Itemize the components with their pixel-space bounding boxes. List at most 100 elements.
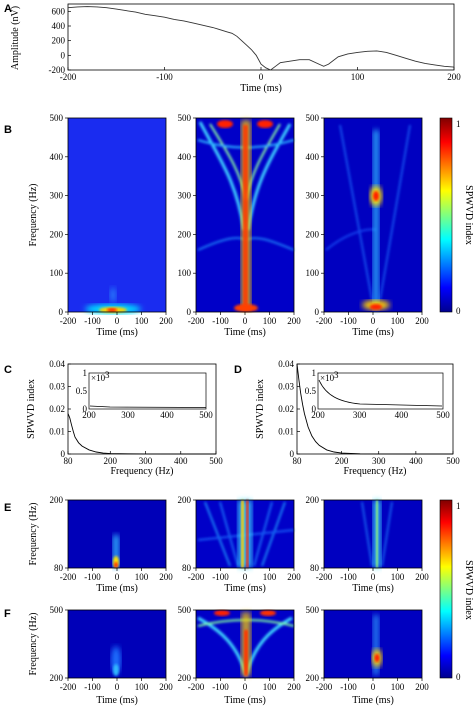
panel-b-x-tick-label: 100: [263, 316, 277, 326]
panel-d-inset-y-tick-label: 0.5: [305, 386, 317, 396]
panel-e-x-tick-label: 200: [287, 572, 301, 582]
panel-b-x-tick-label: -200: [60, 316, 77, 326]
panel-a-y-tick-label: 400: [52, 21, 66, 31]
panel-e-x-tick-label: 0: [115, 572, 120, 582]
panel-f-x-tick-label: 200: [159, 682, 173, 692]
panel-c-spectrum: 80 200 300 400 500 0.04 0.03 0.02 0.01 0 200 300 40…: [26, 359, 223, 477]
panel-f-x-tick-label: 100: [135, 682, 149, 692]
colorbar-bottom-label: SPWVD index: [463, 560, 474, 620]
panel-f-x-tick-label: 0: [243, 682, 248, 692]
panel-b-x-tick-label: -200: [316, 316, 333, 326]
panel-c-series: [67, 413, 216, 455]
panel-f-y-tick-label: 200: [50, 673, 64, 683]
panel-e-map-3: [323, 499, 423, 569]
panel-c-y-tick-label: 0.01: [49, 427, 65, 437]
panel-b-x-label-1: Time (ms): [96, 327, 138, 338]
panel-b-y-tick-label: 0: [187, 307, 192, 317]
panel-d-x-tick-label: 400: [409, 456, 423, 466]
panel-b-y-label: Frequency (Hz): [28, 183, 39, 246]
panel-e-x-tick-label: -200: [188, 572, 205, 582]
panel-a-x-tick-label: 0: [259, 72, 264, 82]
panel-d-inset-x-tick-label: 200: [311, 410, 325, 420]
panel-a-y-label: Amplitude (nV): [10, 6, 21, 70]
panel-f-x-tick-label: -200: [316, 682, 333, 692]
panel-c-x-tick-label: 400: [174, 456, 188, 466]
panel-e-x-tick-label: -100: [340, 572, 357, 582]
panel-e-x-tick-label: 200: [159, 572, 173, 582]
panel-b-y-tick-label: 400: [50, 152, 64, 162]
panel-c-x-label: Frequency (Hz): [110, 466, 173, 477]
panel-d-y-tick-label: 0.03: [278, 382, 294, 392]
panel-f-map-3: [323, 609, 423, 679]
colorbar-bottom-max: 1: [456, 501, 461, 511]
panel-d-x-label: Frequency (Hz): [343, 466, 406, 477]
panel-d-spectrum: 80 200 300 400 500 0.04 0.03 0.02 0.01 0 200 300 40…: [255, 359, 460, 477]
panel-f-x-label-3: Time (ms): [352, 695, 394, 706]
panel-e-y-tick-label: 200: [50, 495, 64, 505]
panel-e-x-tick-label: -200: [316, 572, 333, 582]
panel-b-x-tick-label: -200: [188, 316, 205, 326]
panel-d-inset-y-tick-label: 1: [312, 368, 317, 378]
panel-a-y-tick-label: -200: [49, 65, 66, 75]
panel-c-inset-ticks: 200 300 400 500 1 0.5 0 ×10 3: [76, 368, 214, 420]
panel-d-inset-exponent: 3: [334, 370, 339, 380]
panel-b-x-label-2: Time (ms): [224, 327, 266, 338]
panel-e-x-tick-label: 100: [135, 572, 149, 582]
panel-e-map-2: [195, 499, 295, 569]
panel-a-x-ticks: -200 -100 0 100 200: [60, 67, 461, 82]
panel-d-y-tick-label: 0.04: [278, 359, 294, 369]
panel-b-x-tick-label: 200: [159, 316, 173, 326]
panel-e-x-label-3: Time (ms): [352, 583, 394, 594]
panel-c-inset-x-tick-label: 200: [82, 410, 96, 420]
panel-d-inset-y-tick-label: 0: [312, 404, 317, 414]
panel-a-x-tick-label: -100: [156, 72, 173, 82]
panel-f-x-tick-label: -100: [84, 682, 101, 692]
panel-b-y-tick-label: 100: [306, 268, 320, 278]
panel-e-x-tick-label: 100: [263, 572, 277, 582]
panel-letter-c: C: [4, 364, 12, 376]
panel-b-y-tick-label: 400: [178, 152, 192, 162]
colorbar-bottom: 1 0 SPWVD index: [439, 499, 474, 682]
panel-e-x-label-2: Time (ms): [224, 583, 266, 594]
panel-f-y-tick-label: 200: [178, 673, 192, 683]
panel-d-x-tick-label: 500: [446, 456, 460, 466]
panel-d-inset-frame: [317, 372, 444, 410]
panel-b-y-tick-label: 0: [315, 307, 320, 317]
panel-a-y-tick-label: 0: [61, 50, 66, 60]
panel-f-x-tick-label: 100: [391, 682, 405, 692]
panel-f-x-tick-label: 100: [263, 682, 277, 692]
panel-b-y-tick-label: 300: [306, 191, 320, 201]
panel-d-y-label: SPWVD index: [255, 379, 266, 439]
panel-e-y-tick-label: 200: [178, 495, 192, 505]
panel-b-x-tick-label: 0: [371, 316, 376, 326]
panel-e-x-label-1: Time (ms): [96, 583, 138, 594]
panel-b-x-tick-label: 0: [243, 316, 248, 326]
panel-f-y-tick-label: 200: [306, 673, 320, 683]
panel-c-x-tick-label: 80: [64, 456, 74, 466]
panel-f-x-label-2: Time (ms): [224, 695, 266, 706]
panel-b-y-tick-label: 500: [178, 113, 192, 123]
panel-c-inset-y-tick-label: 0: [83, 404, 88, 414]
panel-c-x-tick-label: 200: [104, 456, 118, 466]
panel-c-y-tick-label: 0.02: [49, 404, 65, 414]
panel-c-x-tick-label: 500: [209, 456, 223, 466]
panel-b-y-tick-label: 400: [306, 152, 320, 162]
panel-c-y-tick-label: 0.04: [49, 359, 65, 369]
panel-e-x-tick-label: 100: [391, 572, 405, 582]
panel-f-x-tick-label: 0: [371, 682, 376, 692]
colorbar-top-max: 1: [456, 119, 461, 129]
panel-a-x-tick-label: 100: [351, 72, 365, 82]
panel-b-x-tick-label: 200: [287, 316, 301, 326]
panel-c-y-label: SPWVD index: [26, 379, 37, 439]
panel-d-inset-x-tick-label: 400: [395, 410, 409, 420]
panel-f-x-tick-label: 0: [115, 682, 120, 692]
panel-c-inset-frame: [88, 372, 207, 410]
colorbar-bottom-min: 0: [456, 672, 461, 682]
panel-a-x-tick-label: -200: [60, 72, 77, 82]
panel-e-map-1: [67, 499, 167, 569]
panel-c-ticks: 80 200 300 400 500 0.04 0.03 0.02 0.01 0: [49, 359, 223, 466]
panel-b-y-tick-label: 100: [178, 268, 192, 278]
